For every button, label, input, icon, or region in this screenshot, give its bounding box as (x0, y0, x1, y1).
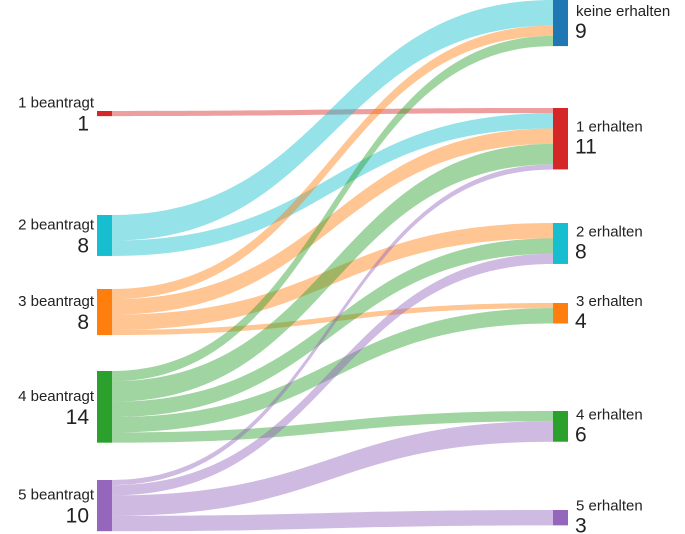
node-keine-erhalten (553, 0, 568, 47)
value-4-beantragt: 14 (66, 406, 90, 429)
link-4-beantragt-to-4-erhalten (112, 411, 553, 443)
value-2-erhalten: 8 (575, 240, 587, 263)
node-2-beantragt (97, 215, 112, 256)
node-2-erhalten (553, 223, 568, 264)
link-4-beantragt-to-1-erhalten (112, 143, 553, 402)
link-4-beantragt-to-keine-erhalten (112, 35, 553, 382)
value-1-erhalten: 11 (575, 136, 597, 159)
node-4-erhalten (553, 411, 568, 442)
link-5-beantragt-to-4-erhalten (112, 421, 553, 516)
label-3-beantragt: 3 beantragt (18, 293, 95, 310)
link-3-beantragt-to-2-erhalten (112, 223, 553, 330)
label-4-beantragt: 4 beantragt (18, 388, 95, 405)
label-1-erhalten: 1 erhalten (576, 119, 643, 136)
node-1-erhalten (553, 108, 568, 170)
link-1-beantragt-to-1-erhalten (112, 108, 553, 117)
value-3-beantragt: 8 (77, 311, 89, 334)
link-3-beantragt-to-keine-erhalten (112, 25, 553, 300)
label-5-erhalten: 5 erhalten (576, 498, 643, 515)
value-4-erhalten: 6 (575, 423, 587, 446)
label-3-erhalten: 3 erhalten (576, 293, 643, 310)
link-2-beantragt-to-1-erhalten (112, 113, 553, 256)
link-3-beantragt-to-1-erhalten (112, 128, 553, 315)
label-5-beantragt: 5 beantragt (18, 487, 95, 504)
node-1-beantragt (97, 111, 112, 117)
label-2-erhalten: 2 erhalten (576, 223, 643, 240)
label-1-beantragt: 1 beantragt (18, 95, 95, 112)
link-5-beantragt-to-5-erhalten (112, 510, 553, 532)
link-4-beantragt-to-3-erhalten (112, 308, 553, 433)
label-keine-erhalten: keine erhalten (576, 3, 670, 20)
label-4-erhalten: 4 erhalten (576, 406, 643, 423)
value-5-beantragt: 10 (66, 505, 89, 528)
value-3-erhalten: 4 (575, 310, 587, 333)
sankey-links (112, 0, 553, 532)
link-5-beantragt-to-2-erhalten (112, 253, 553, 496)
link-2-beantragt-to-keine-erhalten (112, 0, 553, 241)
value-keine-erhalten: 9 (575, 20, 587, 43)
value-1-beantragt: 1 (77, 113, 89, 136)
node-4-beantragt (97, 371, 112, 443)
link-5-beantragt-to-1-erhalten (112, 164, 553, 486)
node-3-beantragt (97, 289, 112, 336)
link-3-beantragt-to-3-erhalten (112, 303, 553, 336)
sankey-nodes (97, 0, 568, 532)
label-2-beantragt: 2 beantragt (18, 216, 95, 233)
node-3-erhalten (553, 303, 568, 324)
node-5-erhalten (553, 510, 568, 526)
link-4-beantragt-to-2-erhalten (112, 238, 553, 418)
node-5-beantragt (97, 480, 112, 532)
value-5-erhalten: 3 (575, 515, 587, 534)
value-2-beantragt: 8 (77, 234, 89, 257)
